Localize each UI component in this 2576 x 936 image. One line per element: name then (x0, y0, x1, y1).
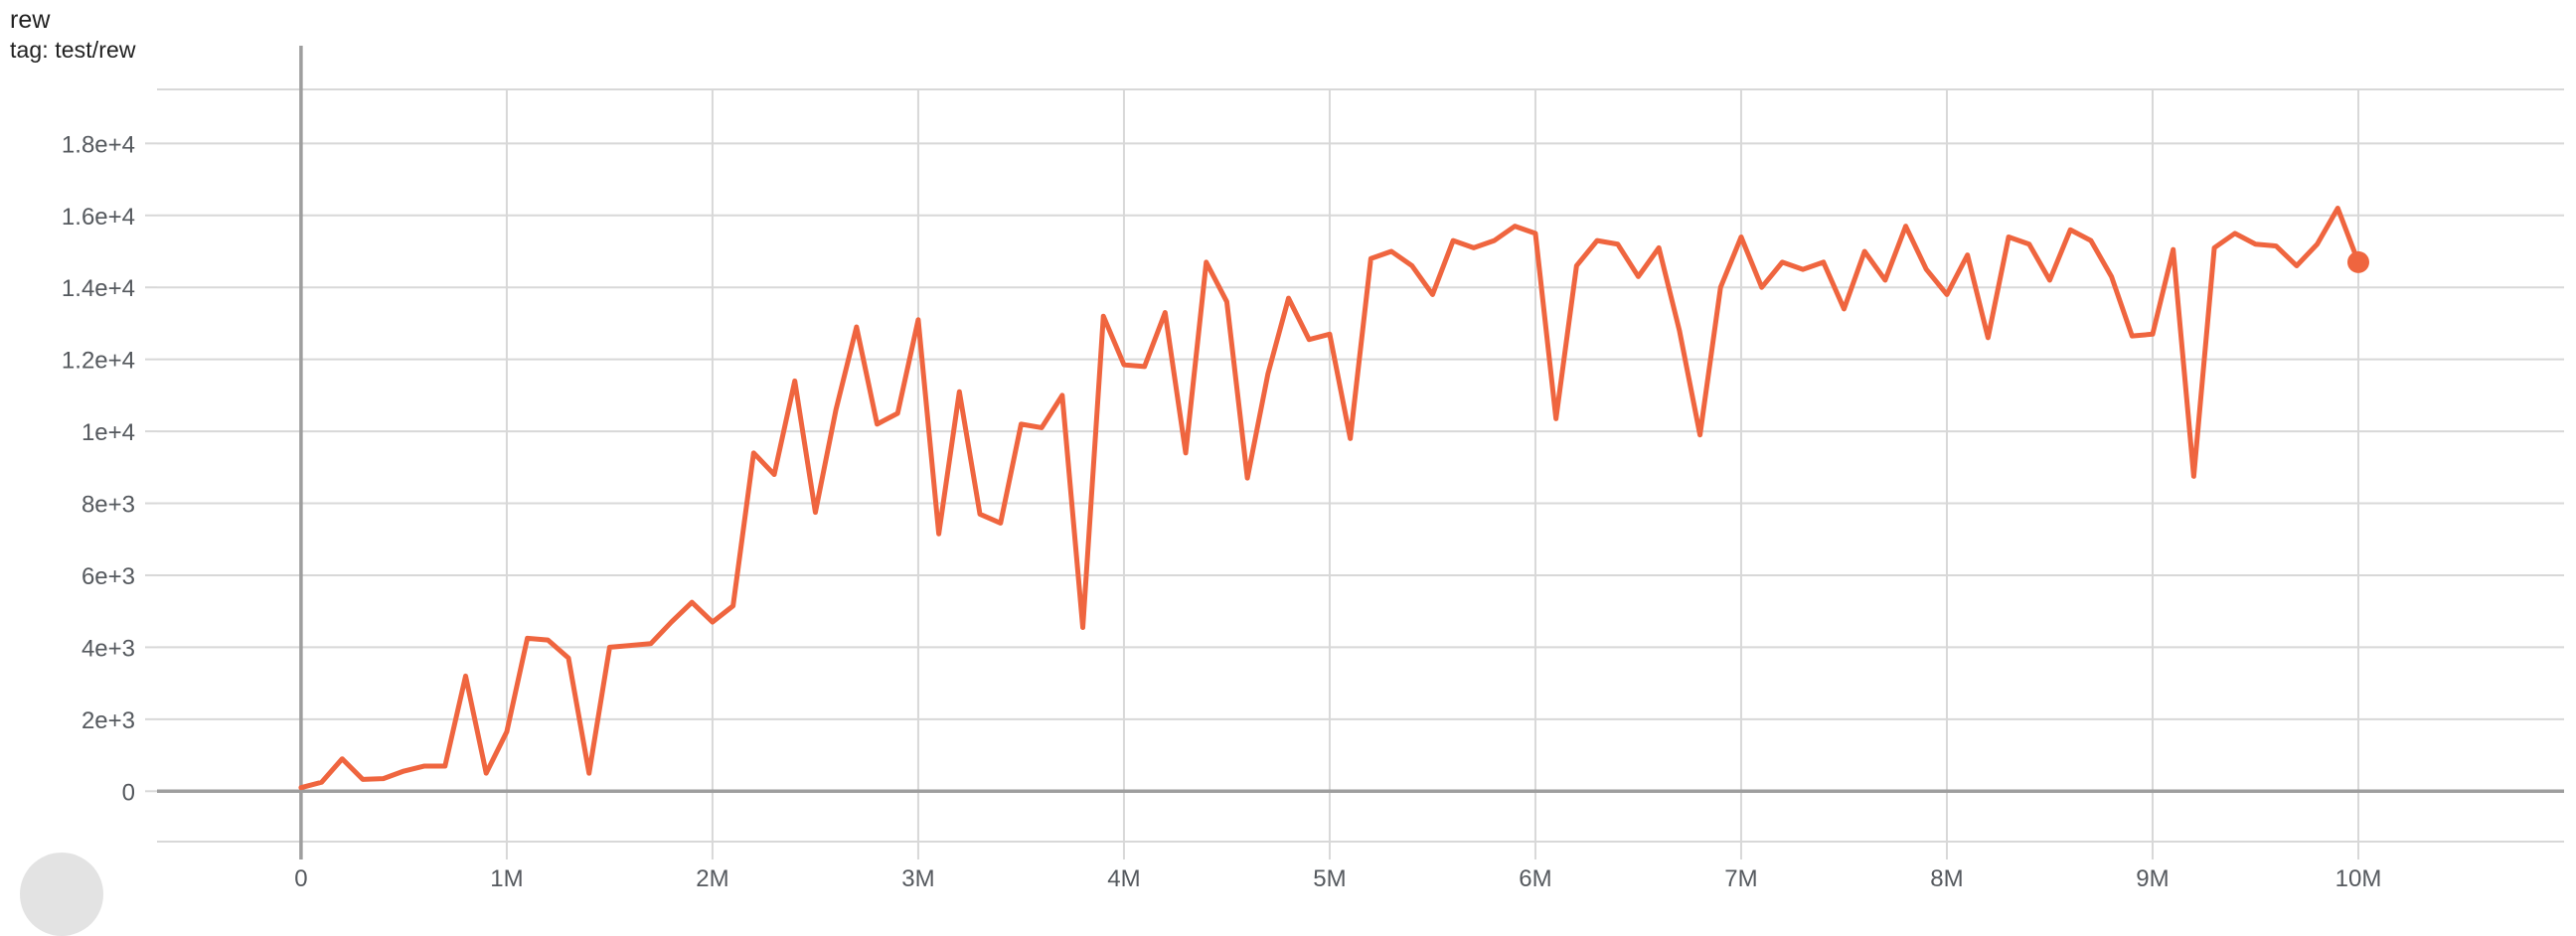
x-axis-tick-label: 6M (1519, 865, 1551, 892)
plot-area[interactable]: 0 2e+3 4e+3 6e+3 8e+3 1e+4 1.2e+4 1.4e+4 1.6e+4 1… (0, 0, 2576, 892)
y-axis-tick-label: 4e+3 (81, 635, 135, 662)
series-line[interactable] (298, 206, 2361, 791)
y-axis-tick-label: 1.4e+4 (62, 275, 135, 302)
last-point-marker (2346, 250, 2369, 273)
chart-tag-label: tag: test/rew (10, 36, 136, 63)
gridlines (157, 88, 2564, 859)
page-title: rew (10, 6, 51, 34)
data-series-layer[interactable] (298, 206, 2361, 791)
chart-header: rew tag: test/rew (10, 6, 136, 63)
y-axis-tick-label: 6e+3 (81, 563, 135, 590)
x-axis-tick-label: 5M (1313, 865, 1346, 892)
line-chart-svg[interactable]: 0 2e+3 4e+3 6e+3 8e+3 1e+4 1.2e+4 1.4e+4 1.6e+4 1… (0, 0, 2576, 892)
y-axis-tick-label: 1.2e+4 (62, 348, 135, 375)
x-axis-tick-labels: 0 1M 2M 3M 4M 5M 6M 7M 8M 9M 10M (294, 865, 2381, 892)
x-axis-tick-label: 10M (2335, 865, 2382, 892)
x-axis-tick-label: 9M (2136, 865, 2169, 892)
x-axis-tick-label: 1M (490, 865, 523, 892)
floating-action-button-arc[interactable] (20, 853, 103, 936)
y-axis-tick-label: 1.6e+4 (62, 204, 135, 231)
y-axis-tick-label: 0 (122, 779, 135, 806)
y-axis-tick-labels: 0 2e+3 4e+3 6e+3 8e+3 1e+4 1.2e+4 1.4e+4 1.6e+4 1… (62, 131, 157, 806)
x-axis-tick-label: 4M (1107, 865, 1140, 892)
x-axis-tick-label: 3M (901, 865, 934, 892)
axis-lines (157, 46, 2564, 859)
x-axis-tick-label: 0 (294, 865, 307, 892)
last-point-marker-layer (2346, 250, 2369, 273)
x-axis-tick-label: 7M (1724, 865, 1757, 892)
x-axis-tick-label: 8M (1930, 865, 1963, 892)
y-axis-tick-label: 2e+3 (81, 707, 135, 734)
x-axis-tick-label: 2M (696, 865, 728, 892)
y-axis-tick-label: 1.8e+4 (62, 131, 135, 158)
y-axis-tick-label: 1e+4 (81, 419, 135, 446)
y-axis-tick-label: 8e+3 (81, 492, 135, 519)
